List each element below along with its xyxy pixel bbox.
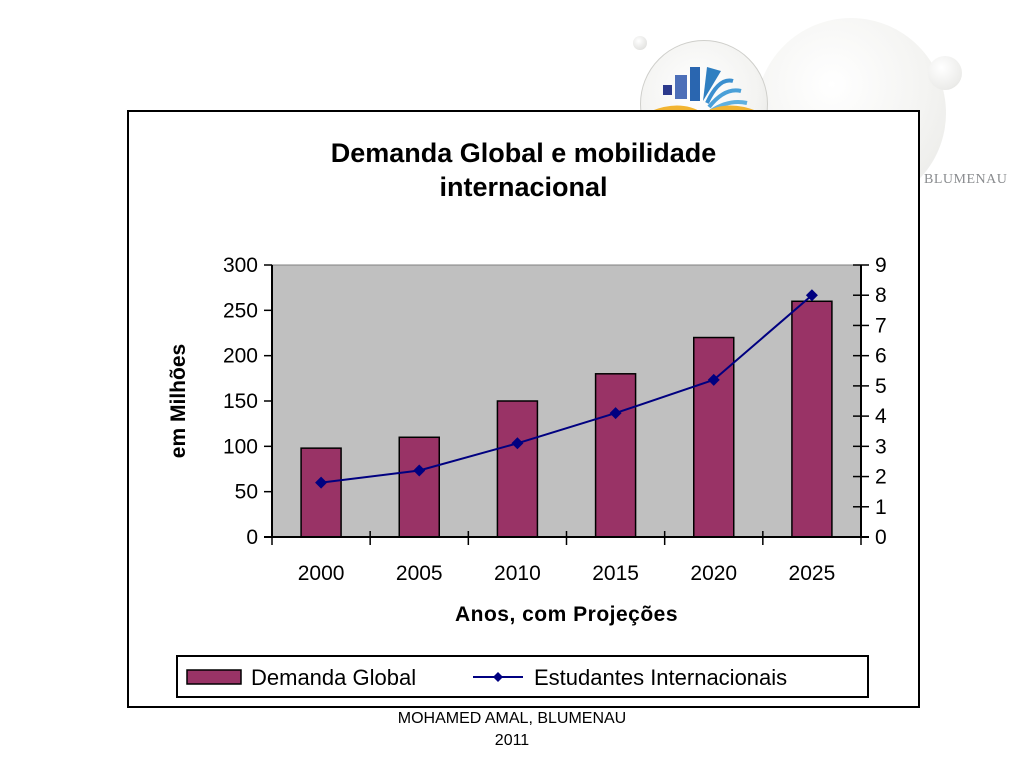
y-axis-title: em Milhões bbox=[167, 344, 190, 458]
chart-svg: 0 50 100 150 200 250 300 0 1 2 3 4 5 6 7 8 9 2000 2005 2010… bbox=[167, 254, 887, 698]
slide-footer: MOHAMED AMAL, BLUMENAU 2011 bbox=[0, 708, 1024, 752]
marker-estudantes-internacionais bbox=[315, 476, 328, 489]
chart-title-line-1: Demanda Global e mobilidade bbox=[330, 138, 717, 168]
y-tick-label-right: 3 bbox=[875, 435, 887, 458]
chart-container: Demanda Global e mobilidade internaciona… bbox=[127, 110, 920, 708]
y-tick-label-right: 6 bbox=[875, 345, 887, 368]
y-tick-label-left: 300 bbox=[223, 254, 258, 277]
x-tick-label: 2020 bbox=[690, 562, 737, 585]
x-tick-label: 2005 bbox=[396, 562, 443, 585]
y-tick-label-left: 200 bbox=[223, 345, 258, 368]
y-tick-label-left: 50 bbox=[235, 481, 258, 504]
x-tick-label: 2025 bbox=[789, 562, 836, 585]
legend-swatch-demanda-global bbox=[186, 669, 242, 685]
legend-label-demanda-global: Demanda Global bbox=[251, 665, 416, 690]
y-tick-label-left: 150 bbox=[223, 390, 258, 413]
y-tick-label-left: 250 bbox=[223, 299, 258, 322]
x-tick-label: 2015 bbox=[592, 562, 639, 585]
y-tick-label-right: 1 bbox=[875, 496, 887, 519]
marker-estudantes-internacionais bbox=[413, 464, 426, 477]
footer-year: 2011 bbox=[494, 732, 530, 749]
bar-demanda-global bbox=[398, 436, 440, 538]
x-tick-label: 2010 bbox=[494, 562, 541, 585]
decorative-bubble-small bbox=[928, 56, 962, 90]
y-tick-label-right: 4 bbox=[875, 405, 887, 428]
x-tick-label: 2000 bbox=[298, 562, 345, 585]
y-tick-label-right: 9 bbox=[875, 254, 887, 277]
decorative-bubble-tiny bbox=[633, 36, 647, 50]
bar-demanda-global bbox=[791, 300, 833, 538]
y-tick-label-right: 8 bbox=[875, 284, 887, 307]
y-tick-label-right: 5 bbox=[875, 375, 887, 398]
y-tick-label-right: 2 bbox=[875, 466, 887, 489]
y-tick-label-right: 0 bbox=[875, 526, 887, 549]
brand-text: BLUMENAU bbox=[924, 172, 1008, 187]
y-tick-label-left: 100 bbox=[223, 435, 258, 458]
bar-demanda-global bbox=[496, 400, 539, 538]
x-axis-title: Anos, com Projeções bbox=[455, 603, 678, 626]
footer-author: MOHAMED AMAL, BLUMENAU bbox=[397, 710, 627, 727]
bar-demanda-global bbox=[594, 373, 637, 538]
marker-estudantes-internacionais bbox=[805, 289, 818, 302]
legend-label-estudantes: Estudantes Internacionais bbox=[534, 665, 787, 690]
bar-demanda-global bbox=[300, 447, 342, 538]
marker-estudantes-internacionais bbox=[609, 407, 622, 420]
line-estudantes-internacionais bbox=[320, 294, 813, 484]
y-tick-label-left: 0 bbox=[246, 526, 258, 549]
bar-demanda-global bbox=[693, 336, 735, 538]
legend-marker-estudantes bbox=[493, 672, 503, 682]
marker-estudantes-internacionais bbox=[707, 373, 720, 386]
y-tick-label-right: 7 bbox=[875, 314, 887, 337]
chart-title: Demanda Global e mobilidade internaciona… bbox=[129, 136, 918, 204]
chart-title-line-2: internacional bbox=[439, 172, 608, 202]
plot-area bbox=[271, 264, 862, 538]
